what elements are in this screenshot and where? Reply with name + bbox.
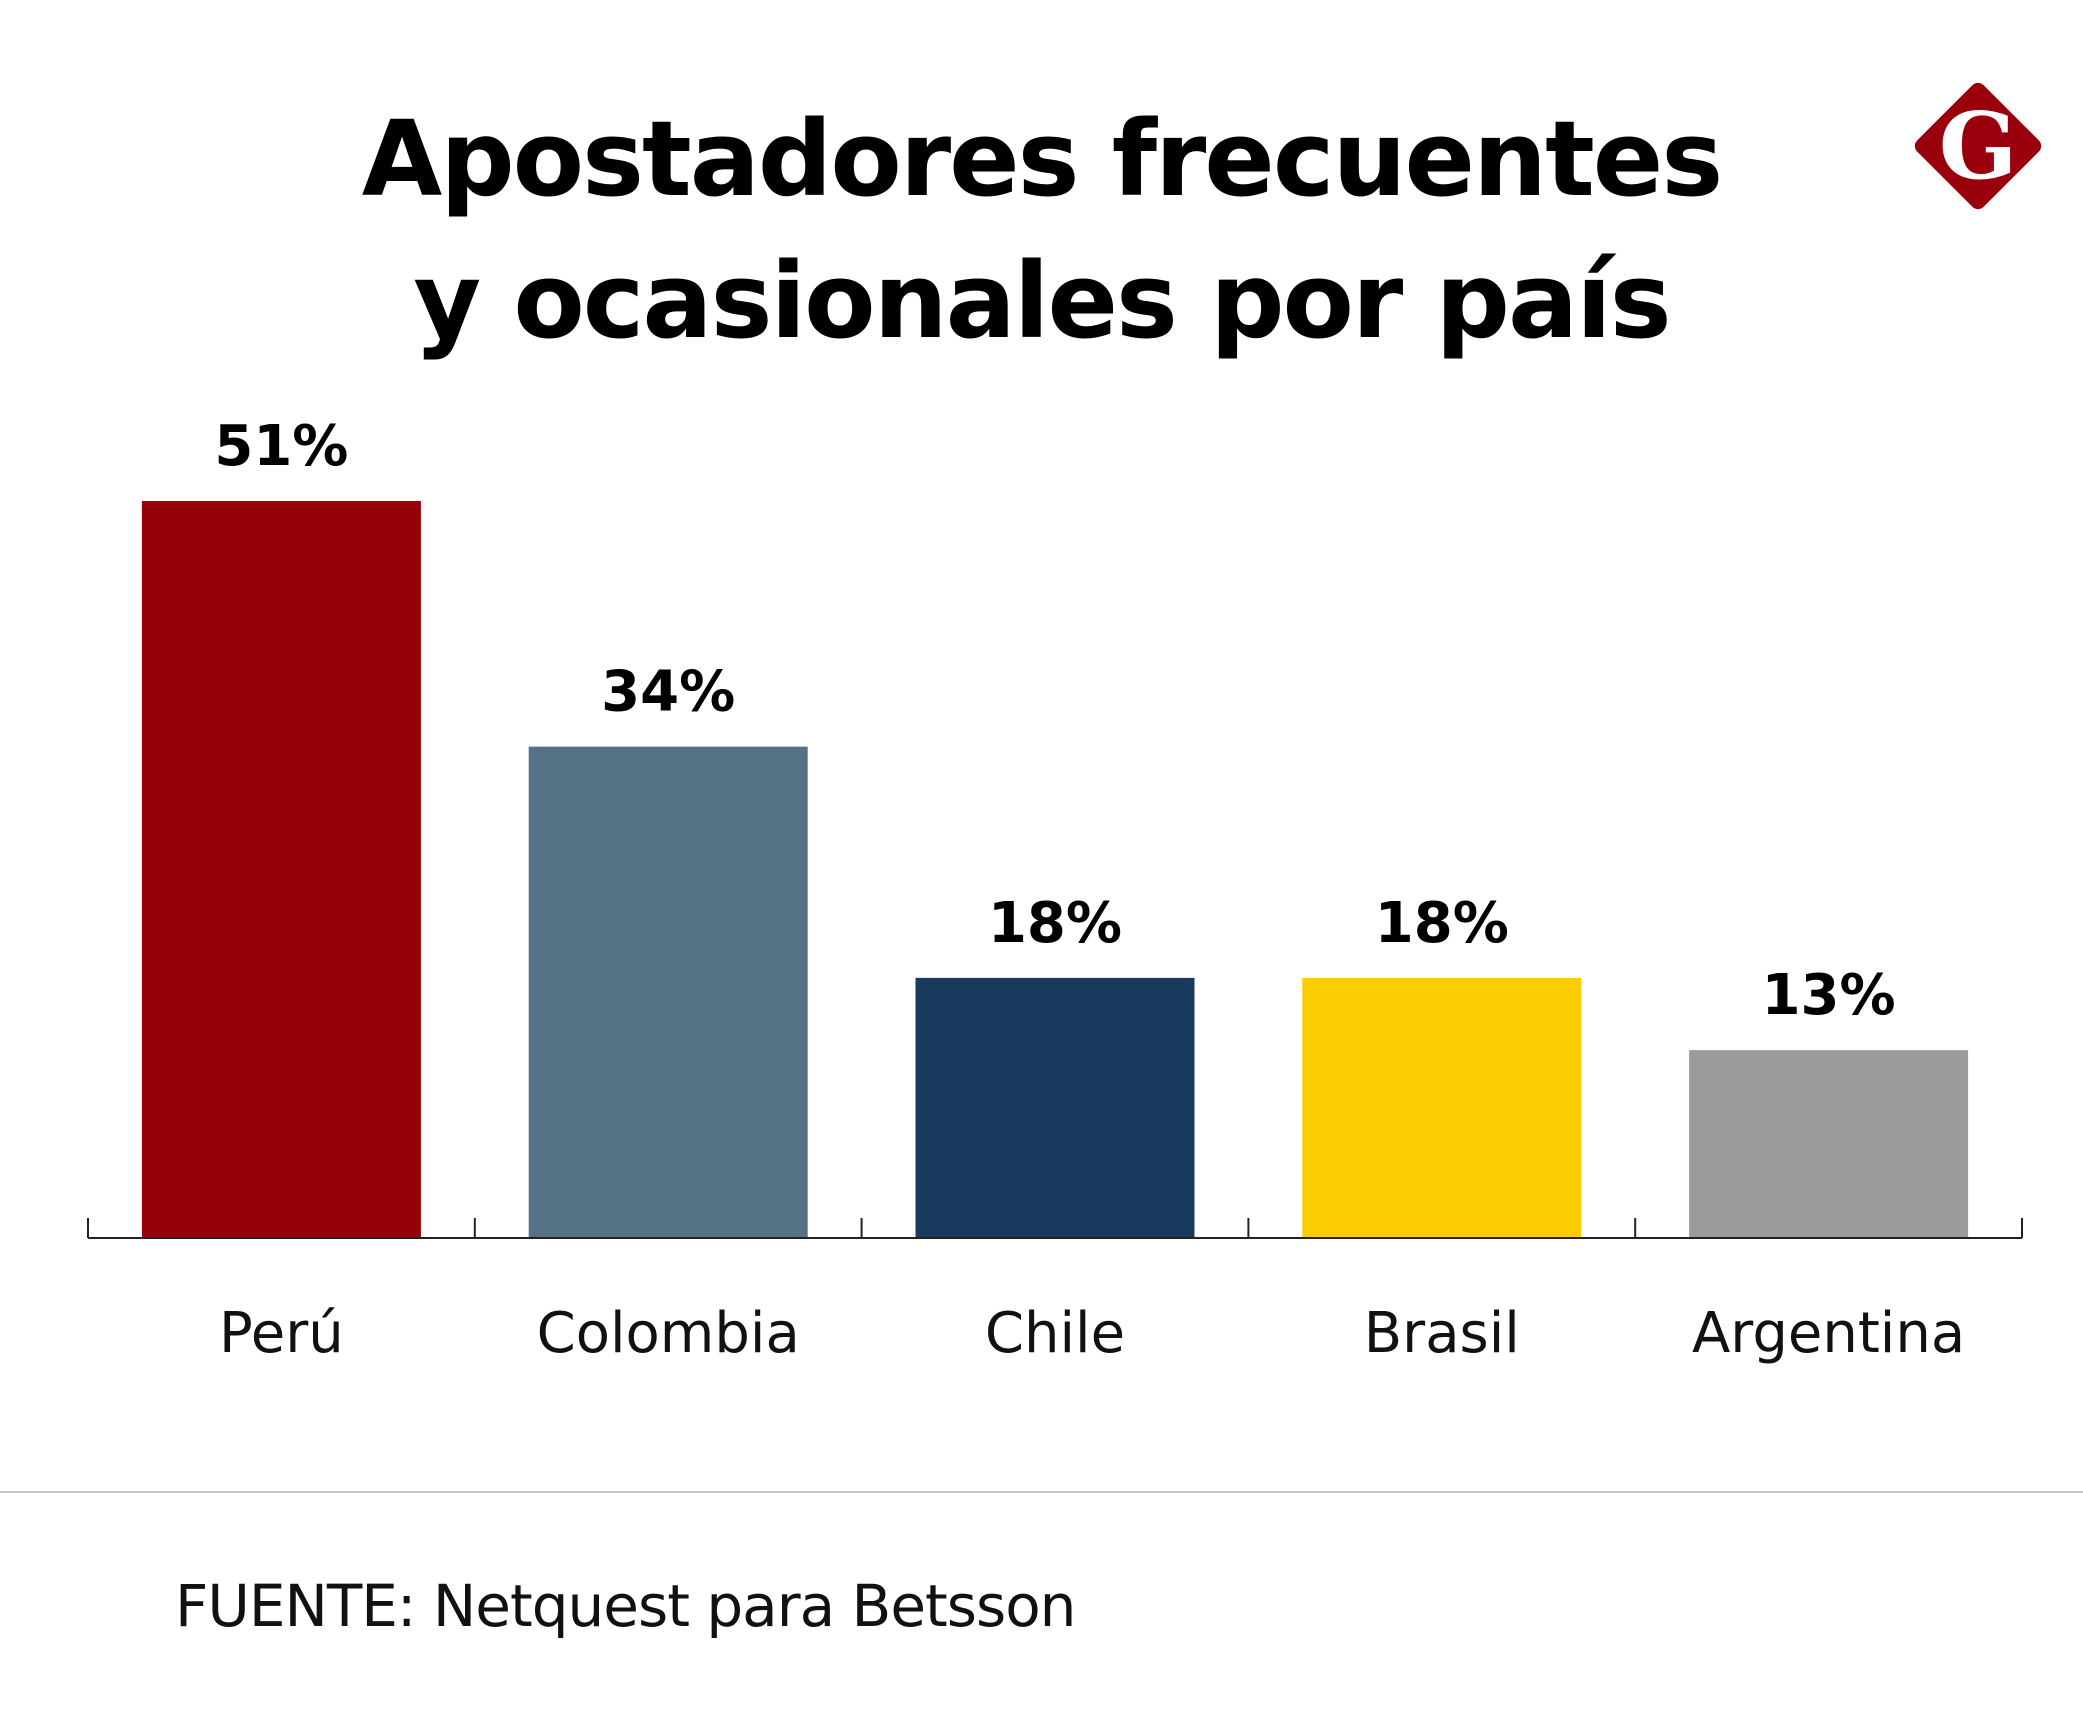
bar-2 xyxy=(915,977,1195,1238)
bar-1 xyxy=(528,746,808,1238)
source-note: FUENTE: Netquest para Betsson xyxy=(175,1572,1076,1640)
category-label-1: Colombia xyxy=(537,1301,800,1366)
bar-3 xyxy=(1302,977,1582,1238)
value-label-3: 18% xyxy=(1375,891,1509,956)
category-label-4: Argentina xyxy=(1692,1301,1965,1366)
category-label-3: Brasil xyxy=(1364,1301,1520,1366)
logo-diamond xyxy=(1914,82,2042,210)
value-label-0: 51% xyxy=(214,414,348,479)
category-label-0: Perú xyxy=(219,1301,344,1366)
footer-divider xyxy=(0,1491,2083,1493)
category-label-2: Chile xyxy=(985,1301,1125,1366)
chart-title-line-2: y ocasionales por país xyxy=(413,240,1671,362)
bar-4 xyxy=(1689,1050,1969,1238)
chart-title: Apostadores frecuentes y ocasionales por… xyxy=(0,88,2083,372)
bar-0 xyxy=(141,501,421,1238)
value-label-4: 13% xyxy=(1762,963,1896,1028)
value-label-1: 34% xyxy=(601,660,735,725)
gestion-g-diamond-logo: G xyxy=(1914,82,2042,210)
logo-letter: G xyxy=(1939,92,2018,200)
chart-title-line-1: Apostadores frecuentes xyxy=(361,98,1724,220)
value-label-2: 18% xyxy=(988,891,1122,956)
